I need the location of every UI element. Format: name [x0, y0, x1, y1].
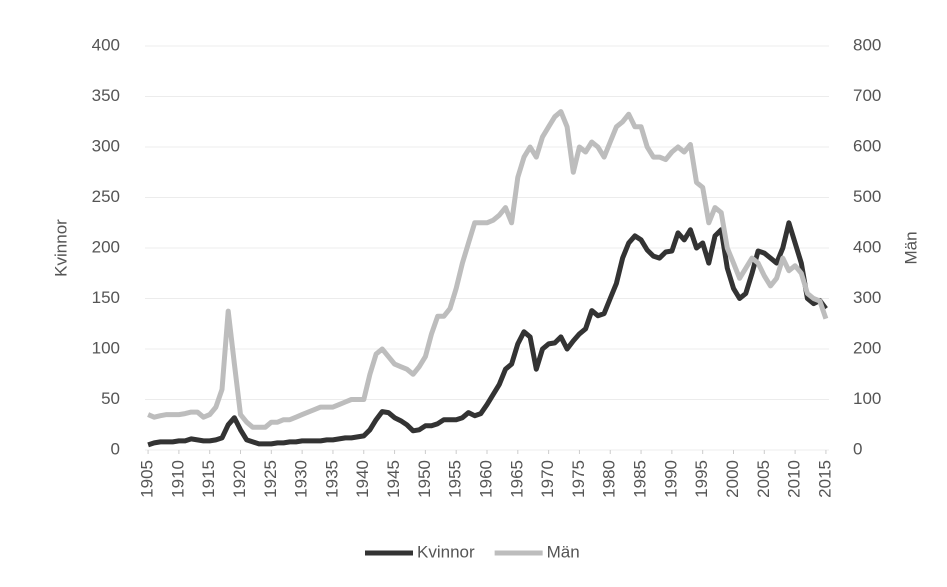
y-axis-title: Kvinnor [51, 219, 70, 277]
y2-tick-label: 200 [853, 338, 881, 357]
x-tick-label: 1950 [415, 460, 434, 498]
y-tick-label: 100 [92, 338, 120, 357]
x-tick-label: 1945 [384, 460, 403, 498]
x-tick-label: 1960 [476, 460, 495, 498]
x-tick-label: 1955 [446, 460, 465, 498]
legend-label: Män [547, 542, 580, 561]
x-tick-label: 1910 [168, 460, 187, 498]
y-tick-label: 150 [92, 288, 120, 307]
x-tick-label: 1965 [507, 460, 526, 498]
x-tick-label: 1990 [661, 460, 680, 498]
x-tick-label: 2015 [815, 460, 834, 498]
x-tick-label: 2000 [723, 460, 742, 498]
x-tick-label: 1920 [230, 460, 249, 498]
y-tick-label: 50 [101, 389, 120, 408]
y-tick-label: 200 [92, 237, 120, 256]
y2-axis-title: Män [901, 231, 920, 264]
series-line [147, 220, 828, 448]
x-tick-label: 1940 [353, 460, 372, 498]
y2-tick-label: 300 [853, 288, 881, 307]
y2-tick-label: 100 [853, 389, 881, 408]
x-tick-label: 1935 [322, 460, 341, 498]
y2-tick-label: 600 [853, 136, 881, 155]
y-tick-label: 250 [92, 187, 120, 206]
y2-tick-label: 500 [853, 187, 881, 206]
x-tick-label: 1905 [138, 460, 157, 498]
y-tick-label: 300 [92, 136, 120, 155]
x-tick-label: 1995 [692, 460, 711, 498]
legend-label: Kvinnor [417, 542, 475, 561]
x-tick-label: 1975 [569, 460, 588, 498]
y2-tick-label: 700 [853, 86, 881, 105]
y-tick-label: 0 [111, 439, 120, 458]
x-tick-label: 1985 [631, 460, 650, 498]
y-tick-label: 400 [92, 35, 120, 54]
x-tick-label: 1980 [600, 460, 619, 498]
y-tick-label: 350 [92, 86, 120, 105]
y2-tick-label: 0 [853, 439, 862, 458]
y2-tick-label: 800 [853, 35, 881, 54]
x-tick-label: 2010 [785, 460, 804, 498]
x-tick-label: 1915 [199, 460, 218, 498]
y2-tick-label: 400 [853, 237, 881, 256]
x-tick-label: 1930 [292, 460, 311, 498]
x-tick-label: 1970 [538, 460, 557, 498]
x-tick-label: 2005 [754, 460, 773, 498]
x-tick-label: 1925 [261, 460, 280, 498]
series-line [147, 109, 829, 430]
